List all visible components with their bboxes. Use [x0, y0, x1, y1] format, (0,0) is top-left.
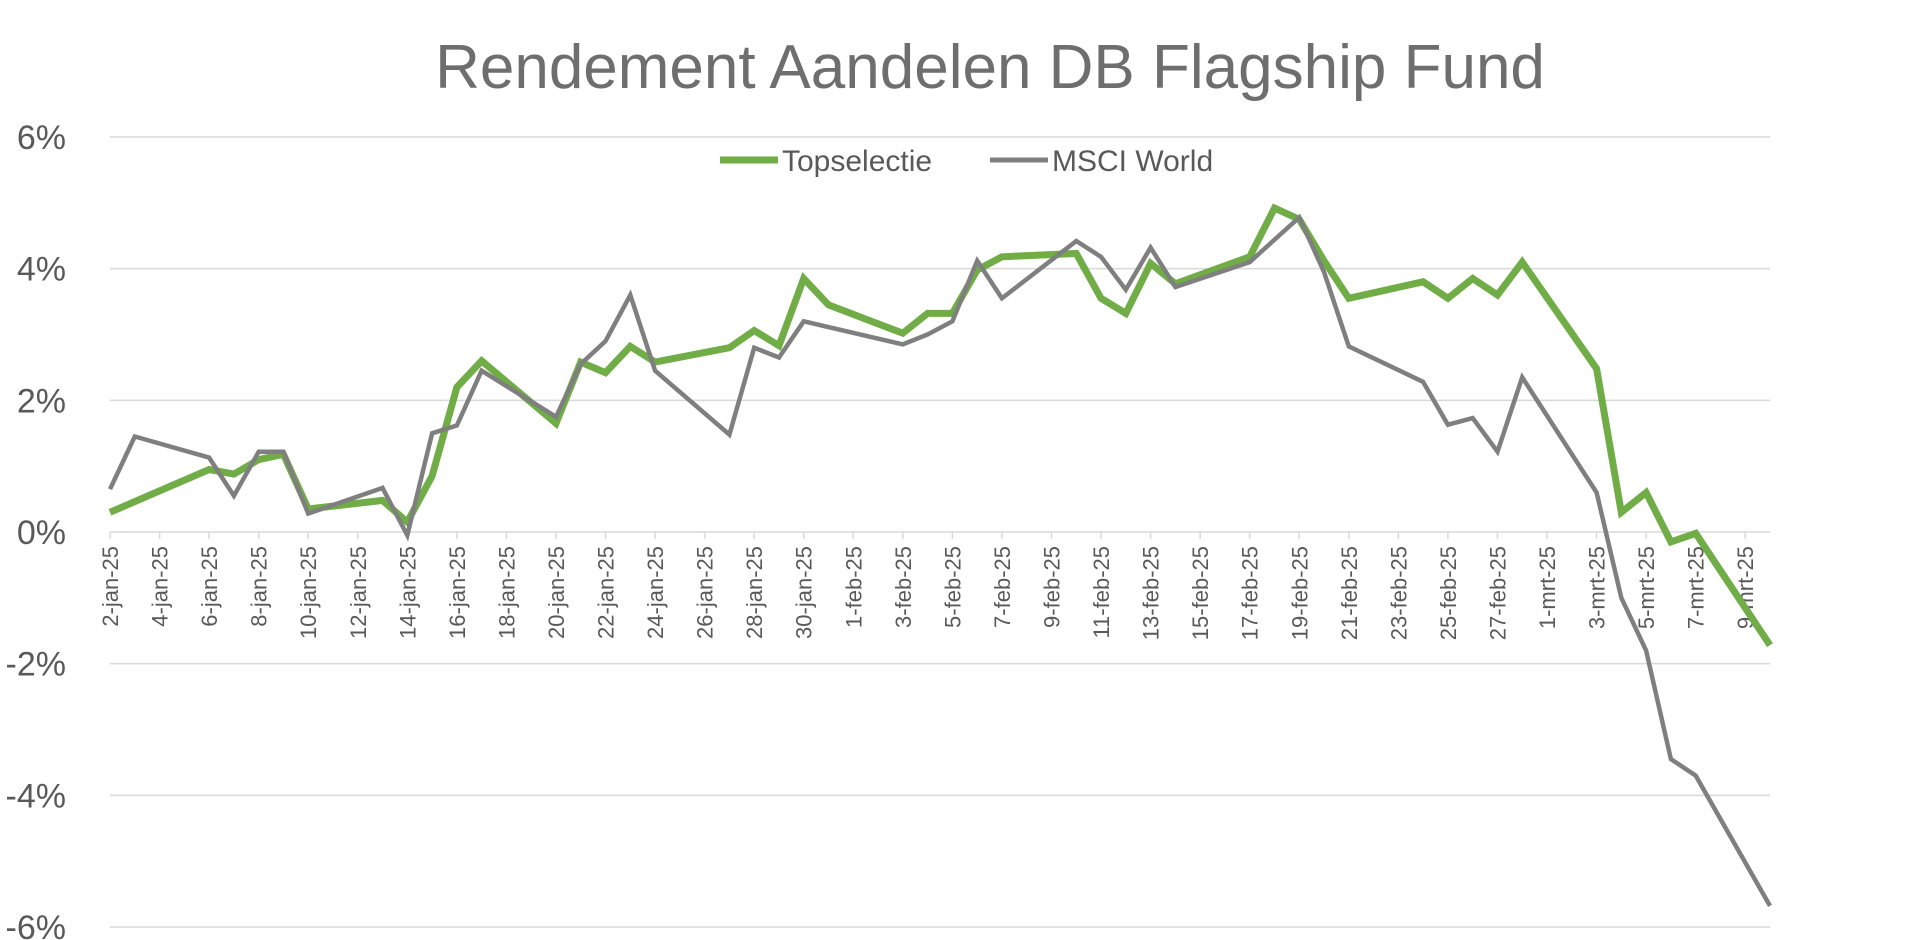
x-tick-label: 15-feb-25 — [1188, 546, 1213, 640]
x-tick-label: 2-jan-25 — [98, 546, 123, 627]
x-tick-label: 20-jan-25 — [544, 546, 569, 639]
legend: Topselectie MSCI World — [720, 145, 1213, 178]
x-tick-label: 17-feb-25 — [1238, 546, 1263, 640]
x-tick-label: 18-jan-25 — [494, 546, 519, 639]
x-tick-label: 16-jan-25 — [445, 546, 470, 639]
x-tick-label: 26-jan-25 — [693, 546, 718, 639]
x-tick-label: 4-jan-25 — [148, 546, 173, 627]
x-tick-label: 5-feb-25 — [940, 546, 965, 628]
series-lines — [107, 203, 1773, 908]
x-tick-label: 21-feb-25 — [1337, 546, 1362, 640]
x-tick-label: 8-jan-25 — [247, 546, 272, 627]
gridlines — [110, 136, 1770, 928]
legend-label-topselectie: Topselectie — [782, 145, 932, 178]
x-tick-label: 11-feb-25 — [1089, 546, 1114, 639]
x-tick-label: 6-jan-25 — [197, 546, 222, 627]
y-tick-label: -4% — [6, 777, 66, 815]
series-msci-world — [107, 213, 1772, 908]
x-tick-label: 19-feb-25 — [1287, 546, 1312, 640]
x-tick-label: 1-feb-25 — [841, 546, 866, 628]
x-tick-label: 3-feb-25 — [891, 546, 916, 628]
y-tick-label: 2% — [17, 382, 66, 420]
x-tick-label: 7-feb-25 — [990, 546, 1015, 628]
x-tick-label: 24-jan-25 — [643, 546, 668, 639]
y-tick-label: 0% — [17, 514, 66, 552]
x-tick-label: 13-feb-25 — [1139, 546, 1164, 640]
y-tick-label: 6% — [17, 119, 66, 157]
x-tick-label: 28-jan-25 — [742, 546, 767, 639]
x-tick-label: 3-mrt-25 — [1585, 546, 1610, 629]
x-tick-label: 1-mrt-25 — [1535, 546, 1560, 629]
x-tick-label: 5-mrt-25 — [1634, 546, 1659, 629]
x-tick-label: 30-jan-25 — [792, 546, 817, 639]
series-line — [107, 213, 1772, 908]
x-tick-label: 14-jan-25 — [395, 546, 420, 639]
x-tick-label: 27-feb-25 — [1485, 546, 1510, 640]
x-tick-label: 22-jan-25 — [594, 546, 619, 639]
y-axis-ticks: 6% 4% 2% 0% -2% -4% -6% — [6, 119, 66, 940]
x-tick-label: 25-feb-25 — [1436, 546, 1461, 640]
legend-label-msci-world: MSCI World — [1052, 145, 1213, 178]
chart-title: Rendement Aandelen DB Flagship Fund — [435, 33, 1545, 102]
series-topselectie — [108, 203, 1773, 648]
x-tick-label: 9-feb-25 — [1039, 546, 1064, 628]
x-tick-label: 12-jan-25 — [346, 546, 371, 639]
x-tick-label: 10-jan-25 — [296, 546, 321, 639]
y-tick-label: -2% — [6, 646, 66, 684]
y-tick-label: -6% — [6, 909, 66, 940]
x-tick-label: 23-feb-25 — [1386, 546, 1411, 640]
y-tick-label: 4% — [17, 251, 66, 289]
x-tick-label: 7-mrt-25 — [1684, 546, 1709, 629]
x-axis-ticks: 2-jan-25 4-jan-25 6-jan-25 8-jan-25 10-jan-2… — [98, 532, 1758, 640]
